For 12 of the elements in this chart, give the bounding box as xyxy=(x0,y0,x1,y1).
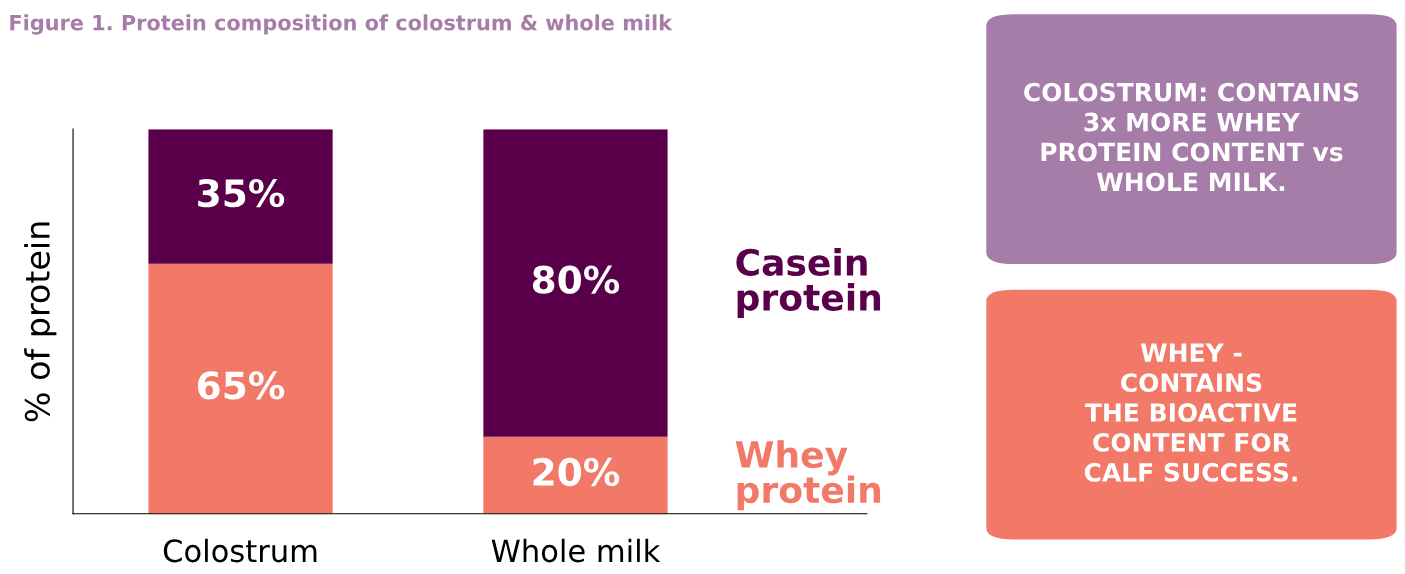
chart-title: Figure 1. Protein composition of colostrum & whole milk xyxy=(10,14,673,35)
x-tick-label: Whole milk xyxy=(491,538,661,563)
data-label: 35% xyxy=(198,178,285,208)
data-label: 65% xyxy=(197,371,285,400)
text: WHEY - CONTAINS THE BIOACTIVE CONTENT FOR CALF SUCCESS. xyxy=(1084,343,1297,482)
data-label: 80% xyxy=(532,265,620,294)
series-label: Casein protein xyxy=(736,248,881,318)
data-label: 20% xyxy=(533,457,620,487)
text: COLOSTRUM: CONTAINS 3x MORE WHEY PROTEIN CONTENT vs WHOLE MILK. xyxy=(1024,82,1359,192)
y-axis-title: % of protein xyxy=(24,222,57,422)
series-label: Whey protein xyxy=(735,440,881,511)
x-tick-label: Colostrum xyxy=(163,538,317,563)
